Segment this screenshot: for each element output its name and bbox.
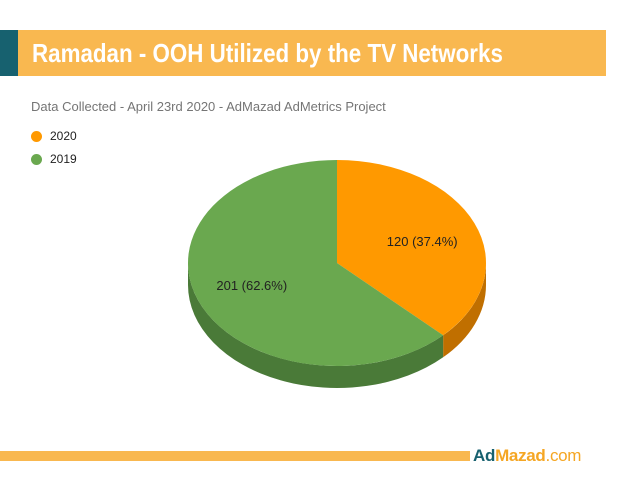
pie-side-2019 [188, 263, 444, 388]
legend-swatch-2020 [31, 130, 42, 142]
brand-logo-ad: Ad [473, 446, 496, 465]
chart-title: Ramadan - OOH Utilized by the TV Network… [32, 38, 503, 68]
pie-slice-2019 [188, 160, 444, 366]
slice-label-2020: 120 (37.4%) [387, 234, 458, 249]
brand-logo-com: .com [545, 446, 582, 465]
legend-item-2020: 2020 [31, 129, 77, 143]
brand-logo: AdMazad.com [473, 446, 581, 466]
title-accent-block [0, 30, 18, 76]
pie-tops [188, 160, 487, 366]
footer-bar [0, 451, 470, 461]
legend-swatch-2019 [31, 153, 42, 165]
legend-label-2019: 2019 [50, 152, 77, 166]
legend-item-2019: 2019 [31, 152, 77, 166]
pie-side-2020 [443, 263, 486, 358]
title-banner: Ramadan - OOH Utilized by the TV Network… [0, 30, 606, 76]
legend-label-2020: 2020 [50, 129, 77, 143]
pie-sides [188, 263, 486, 388]
pie-slice-2020 [337, 160, 487, 336]
brand-logo-mazad: Mazad [495, 446, 546, 465]
chart-subtitle: Data Collected - April 23rd 2020 - AdMaz… [31, 99, 386, 114]
slice-label-2019: 201 (62.6%) [216, 278, 287, 293]
